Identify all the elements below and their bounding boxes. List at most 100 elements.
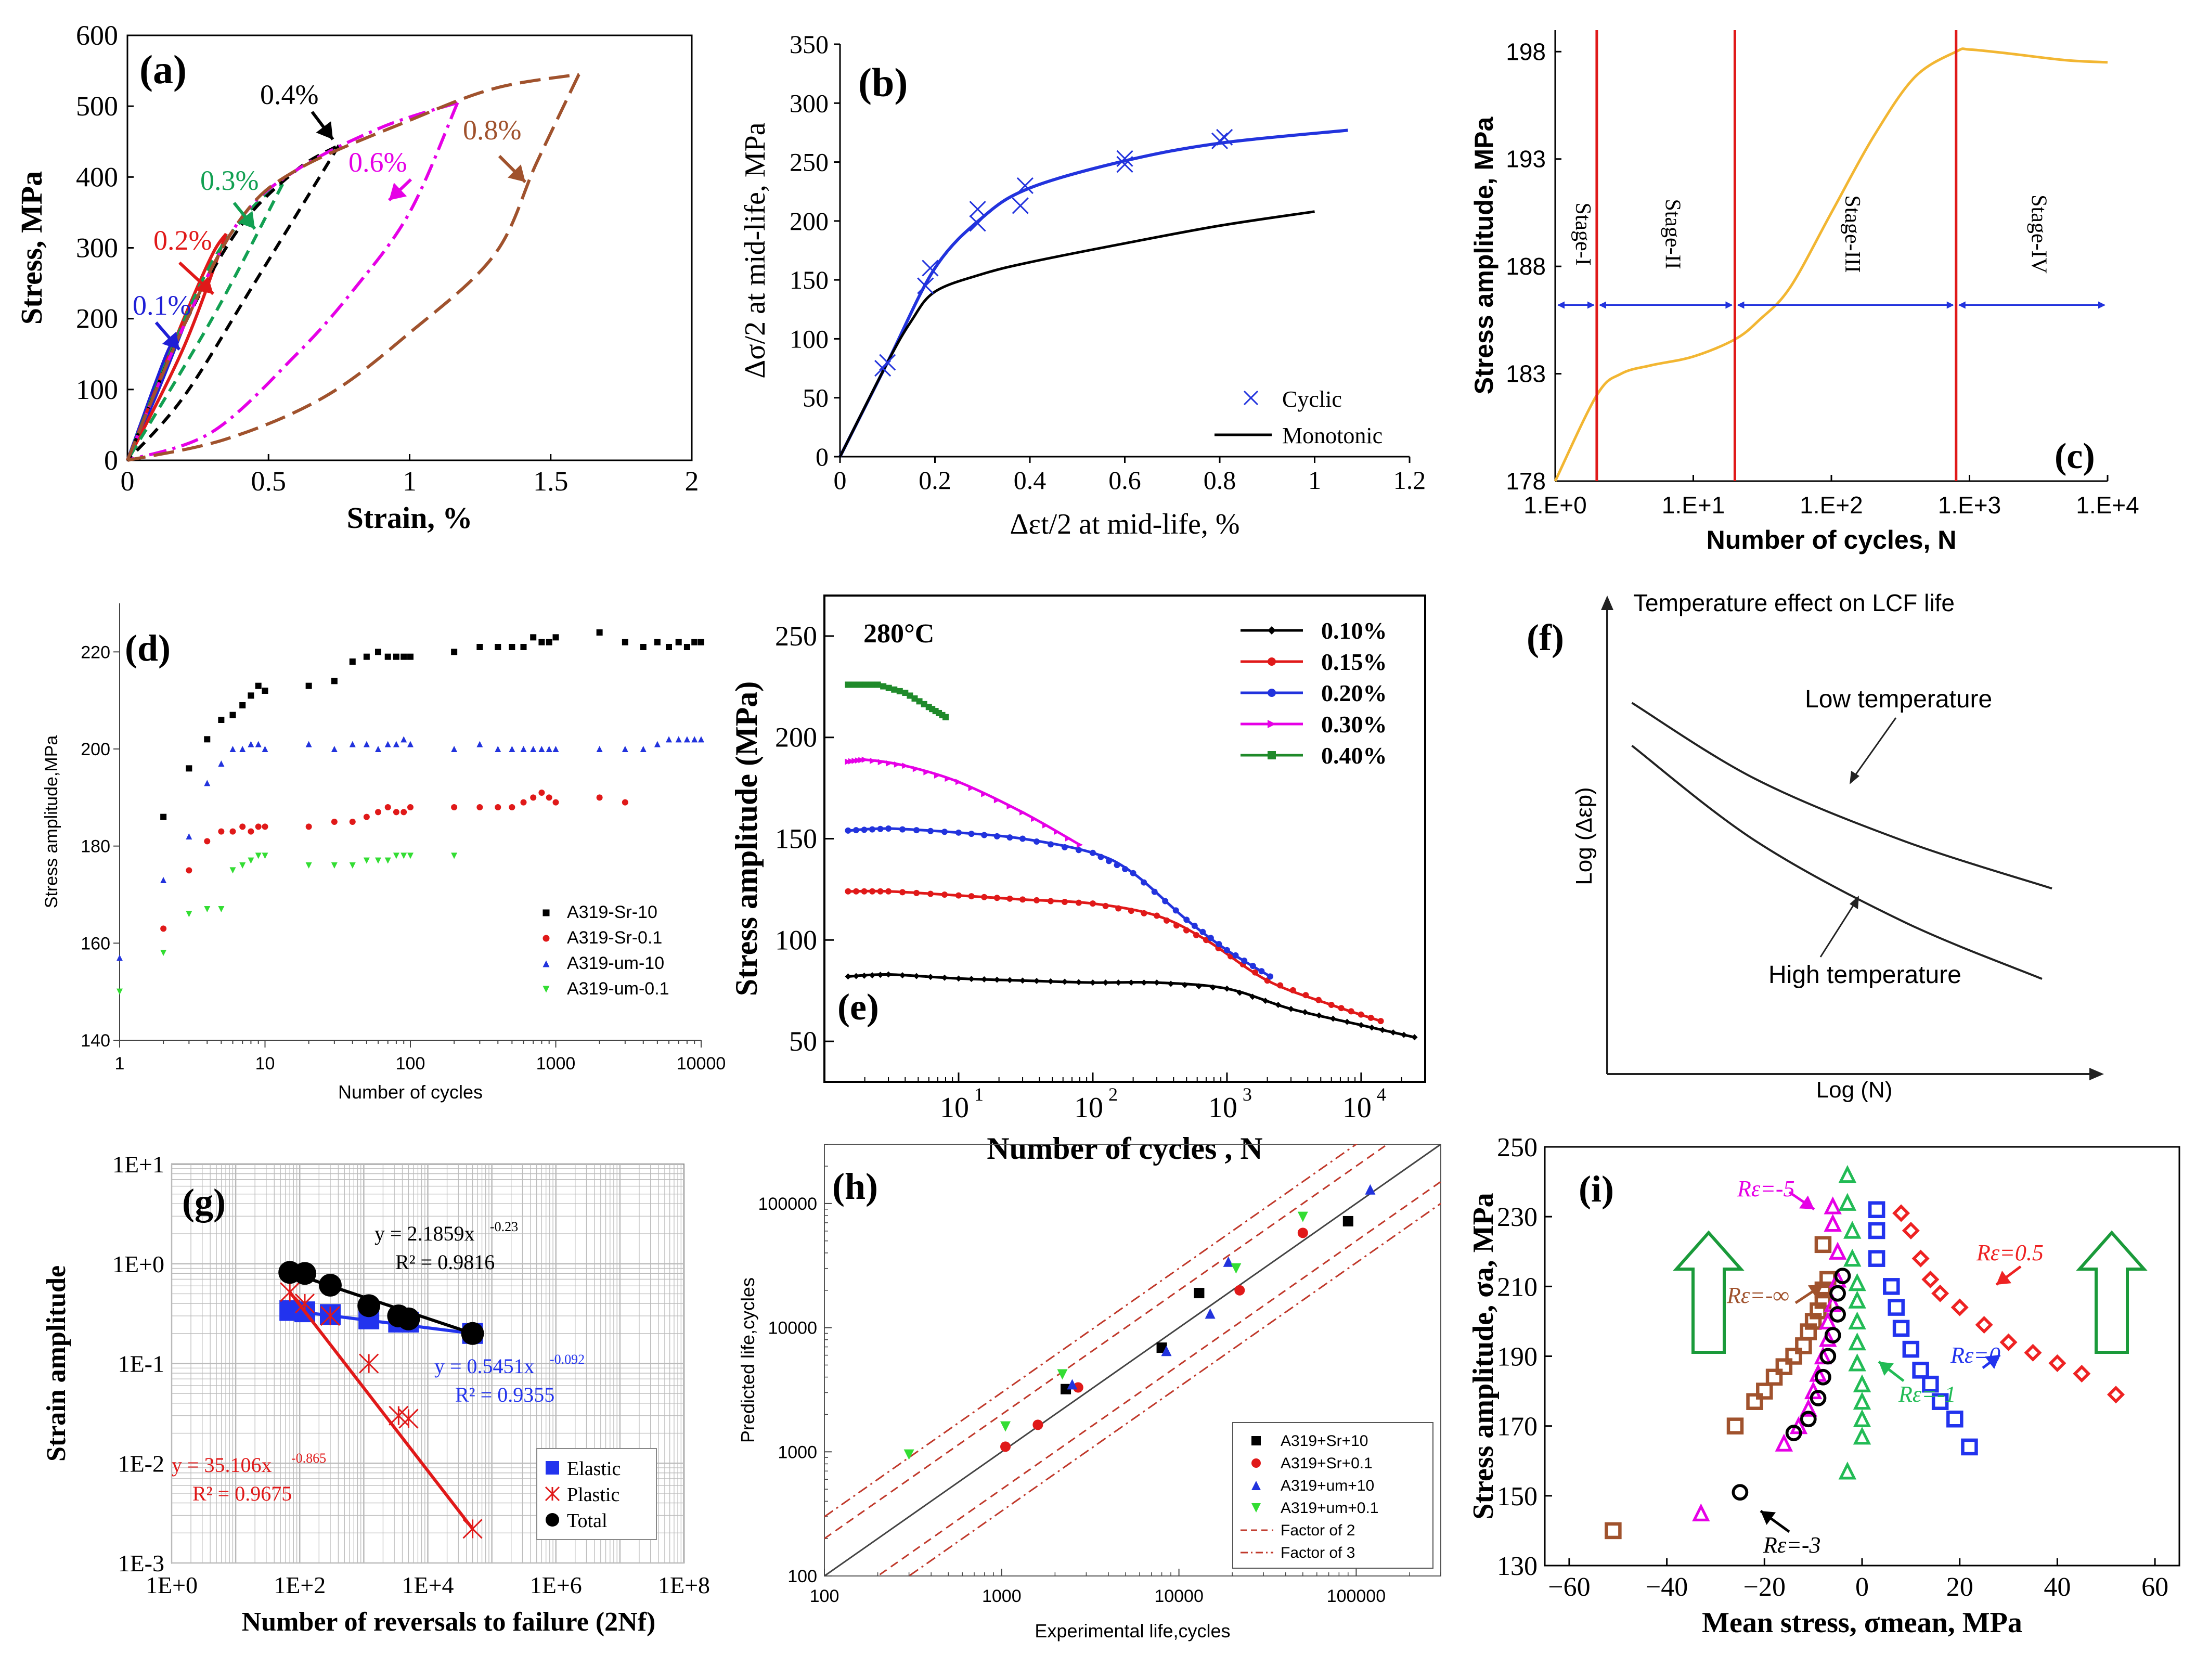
data-point-A319-Sr-10 [255,682,262,689]
x-tick-label: 40 [2044,1572,2071,1602]
data-point-A319-um-10 [262,746,268,752]
annotation-arrow [1788,1191,1815,1211]
data-point-A319-Sr-0.1 [218,828,225,835]
series-point-0.40% [891,686,898,693]
factor-3-line [908,1203,1441,1576]
data-point-Rε=-∞ [1746,1393,1763,1410]
legend-label: 0.20% [1321,680,1387,706]
series-point-0.40% [874,681,881,688]
series-point-0.10% [1019,977,1026,984]
series-point-0.30% [855,757,861,764]
series-point-0.10% [1195,983,1202,990]
y-tick-label: 600 [76,20,118,51]
y-tick-label: 10000 [768,1319,817,1338]
series-point-0.20% [1223,947,1230,953]
data-point-Rε=-5 [1819,1329,1837,1347]
data-point-Rε=0.5 [1892,1204,1910,1222]
legend-marker [1251,1481,1261,1490]
data-point-Rε=-1 [1848,1353,1866,1372]
hysteresis-lower-0.4% [126,144,341,461]
data-point-Rε=-1 [1853,1391,1871,1410]
legend-label: Total [567,1510,608,1532]
data-point-Rε=-1 [1853,1426,1871,1445]
stage-arrow-head [1587,301,1595,309]
series-point-0.15% [1141,910,1147,916]
annotation-arrow [1760,1509,1790,1533]
y-axis-label: Strain amplitude [42,1265,71,1462]
series-point-0.10% [1006,977,1013,984]
stage-label: Stage-I [1571,202,1595,265]
series-point-0.10% [877,972,884,978]
data-point-Plastic [398,1408,419,1429]
x-axis-label: Experimental life,cycles [1035,1620,1230,1642]
data-point-A319-um-10 [248,741,254,747]
data-point-A319+Sr+10 [1194,1288,1205,1299]
series-point-0.30% [923,769,930,776]
series-point-0.15% [877,888,884,895]
hysteresis-upper-0.8% [126,72,579,461]
data-point-A319-Sr-10 [363,653,370,660]
series-point-0.10% [852,973,859,979]
legend-label-cyclic: Cyclic [1282,386,1342,412]
panel-label: (d) [125,627,171,669]
data-point-A319-Sr-10 [509,644,515,650]
legend-marker [1268,720,1276,728]
plot-area [824,1144,1441,1576]
annotation-arrow [387,178,412,202]
data-point-A319-um-0.1 [255,852,262,859]
data-point-Rε=-5 [1692,1503,1710,1521]
monotonic-line [838,210,1315,458]
series-point-0.15% [968,893,975,900]
series-point-0.20% [913,827,920,834]
data-point-A319-Sr-10 [691,639,698,645]
x-tick-label: −40 [1646,1572,1688,1602]
legend-marker-cyclic [1243,390,1259,406]
series-point-0.15% [1302,992,1309,999]
legend-label: Plastic [567,1484,619,1506]
series-point-0.15% [1075,899,1082,906]
series-point-0.15% [913,889,920,896]
y-tick-label: 200 [790,206,829,236]
y-tick-label: 50 [789,1026,817,1057]
annotation-arrow [1982,1354,2001,1369]
data-point-Rε=0 [1888,1299,1905,1316]
data-point-Rε=0 [1902,1340,1920,1358]
series-point-0.20% [1258,968,1265,975]
data-point-Rε=0 [1883,1278,1900,1295]
data-point-Rε=0.5 [1999,1333,2018,1351]
data-point-Rε=-1 [1853,1374,1871,1392]
series-point-0.15% [1102,902,1109,909]
legend-marker [1251,1458,1261,1468]
data-point-A319-um-10 [229,746,236,752]
y-tick-label: 193 [1506,146,1546,173]
data-point-Rε=-3 [1810,1390,1827,1406]
annotation-arrowhead [1850,771,1859,784]
line-of-equality [824,1144,1441,1576]
x-tick-exponent: 4 [1377,1084,1386,1105]
fit-exponent: -0.23 [490,1219,518,1234]
series-point-0.20% [1097,854,1104,860]
x-tick-label: 1.E+1 [1662,492,1725,519]
x-tick-label: 10 [1208,1092,1237,1124]
arrow-head [162,331,179,350]
cyclic-point [969,215,986,232]
series-point-0.20% [1183,916,1190,923]
y-tick-label: 1E-3 [118,1550,164,1576]
y-tick-label: 100000 [758,1194,817,1214]
arrow-head [1807,1285,1823,1299]
data-point-A319-Sr-10 [248,692,254,699]
legend-label: 0.30% [1321,711,1387,738]
series-point-0.20% [1199,928,1206,935]
annotation-high-temperature: High temperature [1768,961,1961,989]
data-point-A319-Sr-10 [546,639,552,645]
series-point-0.20% [968,831,975,837]
data-point-A319-um-10 [255,741,262,747]
data-point-A319-um-10 [691,736,698,743]
annotation-arrow [498,154,527,184]
arrow-head [1996,1271,2012,1285]
data-point-A319-um-10 [596,746,603,752]
y-axis-label: Stress amplitude, MPa [1469,117,1499,395]
series-point-0.15% [1173,922,1180,929]
